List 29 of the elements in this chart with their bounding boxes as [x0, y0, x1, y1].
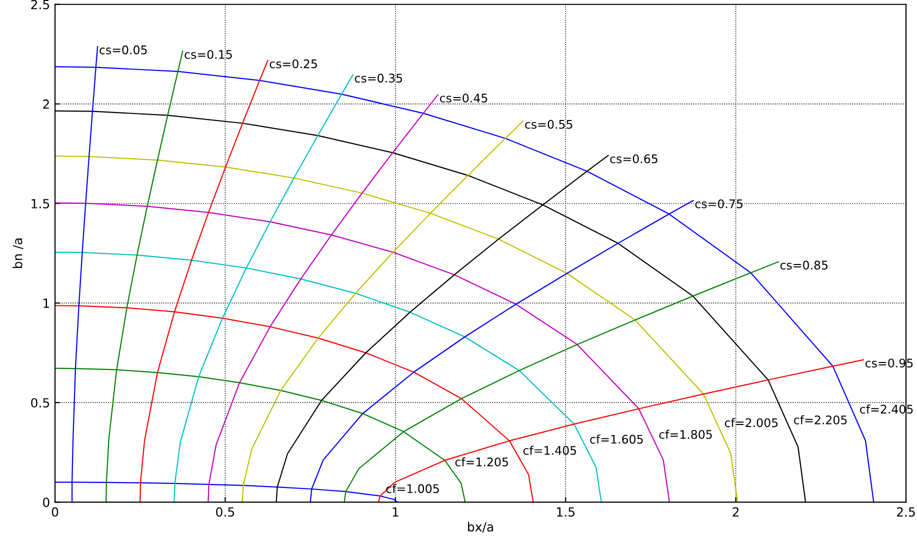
y-tick-label: 2 — [43, 99, 49, 109]
annotation: cs=0.75 — [695, 199, 742, 208]
x-tick-label: 1 — [392, 507, 398, 517]
x-axis-title: bx/a — [468, 522, 493, 533]
x-tick-label: 0.5 — [216, 507, 234, 517]
x-tick-label: 2 — [732, 507, 739, 517]
y-tick-label: 2.5 — [31, 0, 50, 10]
annotation: cf=1.805 — [659, 430, 712, 439]
y-tick-label: 0.5 — [31, 398, 50, 408]
x-tick-label: 2.5 — [896, 507, 915, 517]
annotation: cs=0.35 — [354, 74, 402, 83]
annotation: cs=0.85 — [780, 260, 828, 270]
annotation: cf=1.405 — [523, 446, 576, 455]
annotation: cf=2.205 — [794, 415, 847, 424]
annotation: cs=0.55 — [525, 120, 572, 129]
annotation: cs=0.05 — [100, 45, 147, 54]
y-tick-label: 0 — [43, 498, 50, 508]
y-tick-label: 1 — [44, 298, 50, 308]
y-axis-title: bn /a — [12, 238, 24, 268]
annotation: cs=0.25 — [270, 59, 317, 68]
annotation: cf=1.205 — [455, 457, 508, 466]
annotation: cs=0.65 — [610, 154, 658, 164]
annotation: cf=1.605 — [590, 434, 643, 444]
annotation: cs=0.15 — [184, 50, 232, 59]
x-tick-label: 1.5 — [557, 507, 574, 517]
annotation: cf=2.005 — [724, 418, 778, 428]
annotation: cs=0.45 — [440, 94, 488, 103]
x-tick-label: 0 — [52, 507, 58, 517]
y-tick-label: 1.5 — [32, 199, 50, 208]
